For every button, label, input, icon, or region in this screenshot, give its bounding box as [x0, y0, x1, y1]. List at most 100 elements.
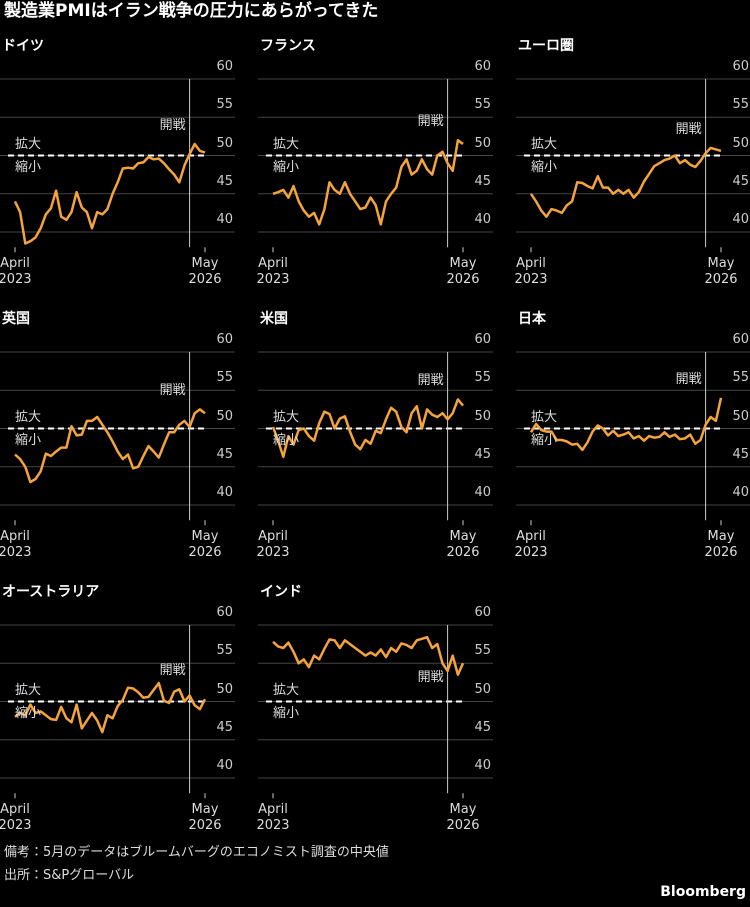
panel-title: オーストラリア [2, 584, 100, 600]
y-tick-label: 55 [474, 370, 491, 386]
below-label: 縮小 [15, 432, 42, 448]
above-label: 拡大 [15, 409, 42, 425]
event-label: 開戦 [159, 383, 186, 399]
below-label: 縮小 [273, 432, 300, 448]
y-tick-label: 50 [216, 408, 233, 424]
page-title: 製造業PMIはイラン戦争の圧力にあらがってきた [4, 1, 379, 21]
above-label: 拡大 [273, 682, 300, 698]
y-tick-label: 40 [732, 485, 749, 500]
panel-title: 英国 [2, 311, 30, 327]
y-tick-label: 50 [216, 681, 233, 697]
y-tick-label: 55 [474, 643, 491, 659]
y-tick-label: 45 [216, 719, 233, 735]
event-label: 開戦 [159, 663, 186, 679]
y-tick-label: 50 [732, 408, 749, 424]
y-tick-label: 55 [216, 97, 233, 113]
y-tick-label: 60 [474, 605, 491, 620]
series-line [14, 681, 207, 734]
x-tick-label: May 2026 [188, 256, 222, 288]
y-tick-label: 50 [216, 135, 233, 151]
x-tick-label: May 2026 [446, 802, 480, 834]
above-label: 拡大 [531, 409, 558, 425]
series-line [271, 398, 464, 459]
y-tick-label: 50 [474, 408, 491, 424]
series-line [529, 397, 723, 452]
y-tick-label: 55 [474, 97, 491, 113]
series-line [529, 146, 722, 218]
y-tick-label: 45 [216, 446, 233, 462]
panel-title: フランス [260, 38, 316, 54]
y-tick-label: 45 [474, 719, 491, 735]
series-line [13, 142, 206, 245]
y-tick-label: 55 [732, 370, 749, 386]
y-tick-label: 60 [732, 59, 749, 74]
above-label: 拡大 [15, 682, 42, 698]
panel-title: ドイツ [2, 38, 44, 54]
above-label: 拡大 [15, 136, 42, 152]
below-label: 縮小 [273, 159, 300, 175]
above-label: 拡大 [273, 409, 300, 425]
above-label: 拡大 [531, 136, 558, 152]
y-tick-label: 40 [216, 758, 233, 773]
y-tick-label: 45 [216, 173, 233, 189]
y-tick-label: 45 [732, 173, 749, 189]
event-label: 開戦 [417, 670, 444, 686]
y-tick-label: 40 [474, 485, 491, 500]
y-tick-label: 50 [732, 135, 749, 151]
y-tick-label: 40 [216, 485, 233, 500]
below-label: 縮小 [15, 705, 42, 721]
x-tick-label: April 2023 [514, 529, 548, 561]
below-label: 縮小 [15, 159, 42, 175]
series-line [14, 408, 206, 484]
below-label: 縮小 [531, 159, 558, 175]
y-tick-label: 40 [216, 212, 233, 227]
panel-title: 日本 [518, 311, 546, 327]
x-tick-label: April 2023 [0, 802, 32, 834]
y-tick-label: 60 [216, 605, 233, 620]
y-tick-label: 55 [732, 97, 749, 113]
panel-title: インド [260, 584, 302, 600]
brand: Bloomberg [660, 884, 746, 900]
x-tick-label: May 2026 [704, 256, 738, 288]
below-label: 縮小 [273, 705, 300, 721]
x-tick-label: May 2026 [188, 529, 222, 561]
x-tick-label: April 2023 [0, 256, 32, 288]
series-line [272, 138, 464, 226]
event-label: 開戦 [417, 114, 444, 130]
x-tick-label: April 2023 [256, 802, 290, 834]
y-tick-label: 40 [474, 212, 491, 227]
y-tick-label: 55 [216, 643, 233, 659]
x-tick-label: April 2023 [256, 256, 290, 288]
y-tick-label: 45 [732, 446, 749, 462]
y-tick-label: 60 [216, 59, 233, 74]
event-label: 開戦 [675, 371, 702, 387]
x-tick-label: May 2026 [188, 802, 222, 834]
x-tick-label: May 2026 [446, 256, 480, 288]
y-tick-label: 40 [474, 758, 491, 773]
below-label: 縮小 [531, 432, 558, 448]
event-label: 開戦 [675, 121, 702, 137]
x-tick-label: April 2023 [256, 529, 290, 561]
y-tick-label: 60 [474, 59, 491, 74]
source: 出所：S&Pグローバル [4, 868, 135, 883]
y-tick-label: 45 [474, 173, 491, 189]
panel-title: ユーロ圏 [518, 38, 574, 54]
x-tick-label: April 2023 [514, 256, 548, 288]
y-tick-label: 60 [216, 332, 233, 347]
note: 備考：5月のデータはブルームバーグのエコノミスト調査の中央値 [4, 845, 389, 860]
x-tick-label: May 2026 [446, 529, 480, 561]
y-tick-label: 50 [474, 681, 491, 697]
x-tick-label: May 2026 [704, 529, 738, 561]
y-tick-label: 40 [732, 212, 749, 227]
y-tick-label: 45 [474, 446, 491, 462]
y-tick-label: 55 [216, 370, 233, 386]
event-label: 開戦 [417, 373, 444, 389]
x-tick-label: April 2023 [0, 529, 32, 561]
event-label: 開戦 [159, 118, 186, 134]
y-tick-label: 60 [474, 332, 491, 347]
y-tick-label: 50 [474, 135, 491, 151]
panel-title: 米国 [260, 311, 288, 327]
above-label: 拡大 [273, 136, 300, 152]
